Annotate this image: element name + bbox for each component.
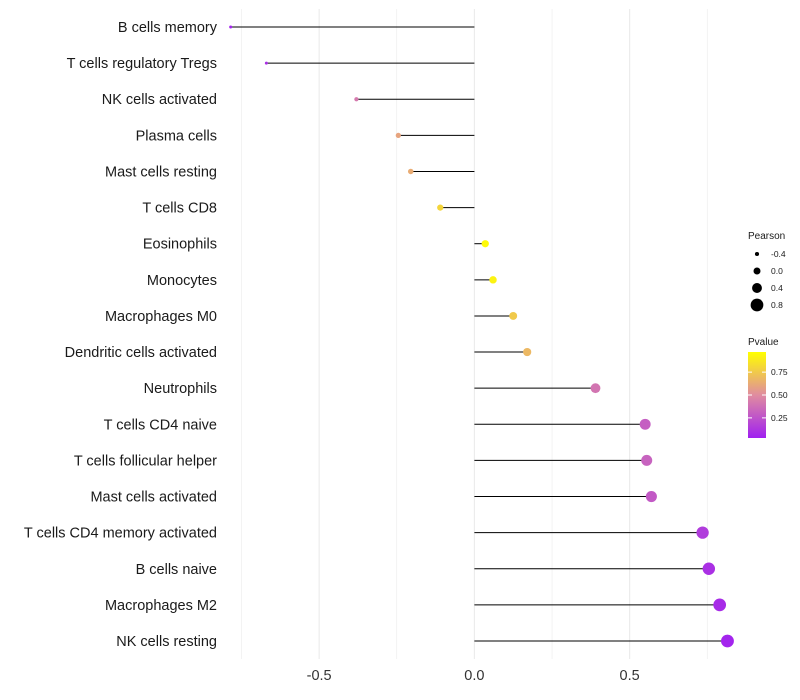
category-label: Monocytes	[147, 273, 217, 289]
category-label: T cells follicular helper	[74, 453, 217, 469]
category-label: Dendritic cells activated	[65, 345, 217, 361]
lollipop-point	[645, 490, 657, 503]
lollipop-point	[395, 132, 401, 138]
legend-pearson-label: -0.4	[771, 249, 786, 259]
legend-pearson-label: 0.0	[771, 266, 783, 276]
legend-pearson-key	[754, 251, 760, 257]
lollipop-point	[407, 168, 414, 175]
category-label: T cells CD4 memory activated	[24, 526, 217, 542]
lollipop-point	[481, 240, 489, 248]
category-label: Eosinophils	[143, 237, 217, 253]
x-tick-label: -0.5	[307, 668, 332, 684]
stems	[230, 26, 728, 642]
lollipop-point	[437, 204, 444, 211]
legend-pearson-label: 0.8	[771, 300, 783, 310]
legend-pvalue-label: 0.50	[771, 390, 788, 400]
lollipop-point	[702, 562, 716, 575]
lollipop-point	[721, 634, 734, 648]
legend-pearson-label: 0.4	[771, 283, 783, 293]
lollipop-point	[354, 97, 359, 102]
lollipop-point	[590, 383, 601, 394]
category-labels: B cells memory T cells regulatory Tregs NK…	[24, 20, 218, 650]
lollipop-point	[489, 276, 497, 284]
lollipop-point	[509, 311, 518, 320]
x-tick-label: 0.5	[620, 668, 640, 684]
category-label: NK cells resting	[116, 634, 217, 650]
lollipop-point	[229, 25, 233, 29]
points	[229, 25, 734, 648]
lollipop-point	[641, 454, 653, 466]
lollipop-point	[523, 347, 532, 357]
legend-pvalue: Pvalue 0.75 0.50 0.25	[748, 337, 788, 438]
category-label: Mast cells activated	[90, 490, 217, 506]
category-label: Mast cells resting	[105, 164, 217, 180]
legend-pearson-key	[750, 298, 764, 312]
legend-pearson-key	[753, 267, 761, 275]
lollipop-point	[696, 526, 709, 539]
category-label: Macrophages M2	[105, 598, 217, 614]
legend-pvalue-title: Pvalue	[748, 337, 779, 348]
legend-pearson-key	[752, 283, 762, 293]
category-label: Macrophages M0	[105, 309, 217, 325]
x-axis-ticks: -0.5 0.0 0.5	[307, 668, 640, 684]
category-label: B cells memory	[118, 20, 218, 36]
legend-pvalue-label: 0.75	[771, 367, 788, 377]
legend-pearson: Pearson -0.4 0.0 0.4 0.8	[748, 231, 786, 312]
lollipop-point	[639, 418, 651, 430]
legend-pvalue-label: 0.25	[771, 413, 788, 423]
lollipop-point	[264, 61, 268, 65]
x-tick-label: 0.0	[464, 668, 484, 684]
category-label: NK cells activated	[102, 92, 217, 108]
legend-pvalue-colorbar	[748, 352, 766, 438]
category-label: T cells regulatory Tregs	[67, 56, 217, 72]
category-label: T cells CD4 naive	[104, 417, 217, 433]
category-label: Neutrophils	[144, 381, 217, 397]
category-label: B cells naive	[136, 562, 217, 578]
category-label: T cells CD8	[142, 201, 217, 217]
legend-pearson-title: Pearson	[748, 231, 785, 242]
category-label: Plasma cells	[136, 128, 217, 144]
lollipop-point	[713, 598, 727, 612]
grid-lines	[241, 9, 708, 659]
